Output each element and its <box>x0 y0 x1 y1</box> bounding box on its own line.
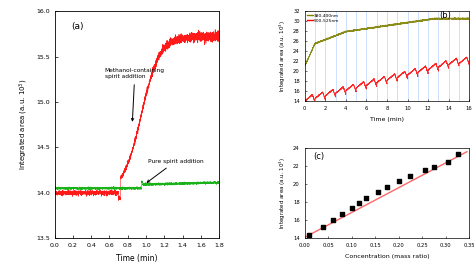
Point <box>454 152 461 157</box>
Point <box>395 179 402 184</box>
Point <box>319 224 327 229</box>
Text: (c): (c) <box>313 152 324 161</box>
Point <box>338 212 346 216</box>
Point <box>306 232 313 237</box>
X-axis label: Concentration (mass ratio): Concentration (mass ratio) <box>345 254 429 259</box>
Text: Methanol-containing
spirit addition: Methanol-containing spirit addition <box>105 68 165 121</box>
X-axis label: Time (min): Time (min) <box>370 117 404 122</box>
Text: (b): (b) <box>439 11 452 20</box>
Y-axis label: Integrated area (a.u. $10^{3}$): Integrated area (a.u. $10^{3}$) <box>277 157 288 229</box>
Y-axis label: Integrated area (a.u. $10^{3}$): Integrated area (a.u. $10^{3}$) <box>18 79 30 170</box>
Text: Pure spirit addition: Pure spirit addition <box>147 159 203 182</box>
X-axis label: Time (min): Time (min) <box>116 254 157 263</box>
Point <box>348 205 356 210</box>
Point <box>374 190 382 194</box>
Text: (a): (a) <box>71 22 83 31</box>
Point <box>362 196 370 200</box>
Legend: 380-400nm, 500-525nm: 380-400nm, 500-525nm <box>307 13 340 23</box>
Point <box>444 159 452 164</box>
Point <box>329 218 337 222</box>
Point <box>407 174 414 178</box>
Y-axis label: Integrated area (a.u. $10^{3}$): Integrated area (a.u. $10^{3}$) <box>277 20 288 92</box>
Point <box>421 168 428 172</box>
Point <box>355 201 363 205</box>
Point <box>383 185 391 189</box>
Point <box>430 165 438 169</box>
